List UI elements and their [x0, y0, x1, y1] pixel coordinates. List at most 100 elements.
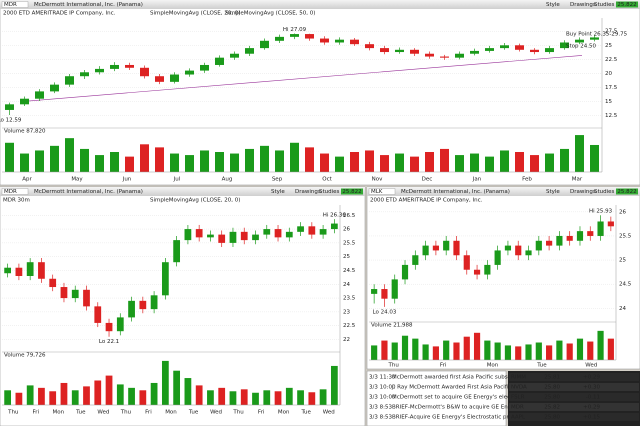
volume-bar	[240, 389, 248, 405]
toolbar-button[interactable]: Drawings	[295, 189, 321, 195]
news-headline[interactable]: McDermott awarded first Asia Pacific sub…	[392, 375, 536, 381]
volume-bar	[545, 153, 554, 172]
news-headline[interactable]: BRIEF-McDermott's B&W to acquire GE Ener…	[392, 405, 552, 411]
volume-bar	[525, 344, 532, 360]
x-tick-label: Wed	[97, 410, 109, 416]
volume-bar	[308, 392, 316, 405]
candle-body	[440, 56, 449, 58]
candle-body	[150, 295, 158, 310]
candle-body	[94, 306, 102, 323]
candle-body	[5, 104, 14, 110]
y-tick-label: 26.5	[343, 213, 356, 219]
candle-body	[308, 226, 316, 235]
watch-last: 25.80	[544, 395, 560, 401]
volume-bar	[285, 387, 293, 405]
info: 2000 ETD AMERITRADE IP Company, Inc.	[370, 198, 483, 204]
volume-bar	[215, 152, 224, 172]
volume-bar	[320, 153, 329, 172]
news-headline[interactable]: BRIEF-Acquire GE Energy's Electrostatic …	[392, 415, 536, 421]
toolbar-button[interactable]: Style	[546, 189, 560, 195]
y-tick-label: 24	[619, 306, 626, 312]
symbol[interactable]: MLK	[371, 189, 383, 195]
y-tick-label: 22.5	[343, 323, 356, 329]
volume-bar	[80, 148, 89, 172]
watch-last: 25.80	[544, 385, 560, 391]
candle-body	[335, 39, 344, 43]
news-headline[interactable]: J. Ray McDermott Awarded First Asia Paci…	[391, 385, 547, 391]
toolbar-button[interactable]: Style	[546, 2, 560, 8]
candle-body	[422, 245, 429, 256]
toolbar-button[interactable]: Studies	[319, 189, 340, 195]
toolbar-button[interactable]: Studies	[594, 189, 615, 195]
volume-bar	[275, 150, 284, 172]
candle-body	[240, 231, 248, 241]
x-tick-label: May	[71, 177, 83, 183]
price-box	[616, 188, 638, 195]
volume-bar	[252, 392, 259, 405]
candle-body	[395, 49, 404, 53]
watch-symbol[interactable]: FSLR	[511, 395, 525, 401]
toolbar-button[interactable]: Drawings	[570, 2, 596, 8]
x-tick-label: Mar	[572, 177, 583, 183]
volume-bar	[597, 330, 604, 360]
watch-row	[509, 403, 639, 411]
volume-bar	[560, 148, 569, 172]
volume-bar	[463, 336, 470, 360]
hi-label: Hi 27.09	[283, 27, 307, 33]
candle-body	[60, 287, 68, 299]
symbol-box[interactable]	[1, 188, 29, 195]
volume-bar	[116, 384, 124, 405]
candle-body	[218, 234, 226, 243]
symbol-box[interactable]	[1, 1, 29, 8]
candle-body	[410, 49, 419, 54]
volume-bar	[515, 152, 524, 172]
toolbar-button[interactable]: Style	[271, 189, 285, 195]
volume-bar	[60, 382, 68, 405]
candle-body	[50, 84, 59, 92]
volume-bar	[50, 145, 59, 172]
x-tick-label: Thu	[388, 363, 399, 369]
symbol-box[interactable]	[368, 188, 396, 195]
company: McDermott International, Inc. (Panama)	[401, 189, 510, 195]
watch-last: 25.81	[544, 375, 560, 381]
watch-symbol[interactable]: MDR	[511, 405, 524, 411]
candle-body	[274, 229, 282, 238]
candle-body	[412, 255, 419, 265]
candle-body	[500, 45, 509, 49]
toolbar-button[interactable]: Drawings	[570, 189, 596, 195]
price-box	[616, 1, 638, 8]
price: 25.822	[342, 189, 361, 195]
volume-bar	[422, 344, 429, 360]
volume-bar	[371, 345, 378, 360]
candle-body	[590, 37, 599, 40]
candle-body	[128, 300, 135, 318]
symbol[interactable]: MDR	[4, 2, 17, 8]
volume-bar	[110, 152, 119, 172]
volume-bar	[335, 156, 344, 172]
y-tick-label: 24	[343, 282, 350, 288]
candle-body	[463, 255, 470, 270]
watch-symbol[interactable]: NVDA	[511, 385, 527, 391]
candle-body	[515, 45, 524, 50]
watch-symbol[interactable]: AAPL	[511, 415, 526, 421]
volume-bar	[587, 341, 594, 360]
y-tick-label: 22.5	[605, 57, 618, 63]
candle-body	[371, 289, 378, 294]
hi-label: Hi 25.93	[589, 209, 613, 215]
volume-bar	[184, 378, 192, 405]
candle-body	[484, 264, 491, 275]
volume-bar	[161, 360, 169, 405]
candle-body	[155, 76, 164, 82]
toolbar-button[interactable]: Studies	[594, 2, 615, 8]
candle-body	[260, 40, 269, 49]
candle-body	[71, 289, 79, 299]
x-tick-label: Feb	[522, 177, 532, 183]
candle-body	[15, 267, 23, 276]
volume-bar	[401, 335, 409, 360]
watch-symbol[interactable]: RIMM	[511, 375, 526, 381]
volume-bar	[20, 153, 29, 172]
news-headline[interactable]: McDermott set to acquire GE Energy's ele…	[392, 395, 533, 401]
volume-bar	[185, 155, 194, 172]
symbol[interactable]: MDR	[4, 189, 17, 195]
watch-change: +0.30	[583, 385, 600, 391]
